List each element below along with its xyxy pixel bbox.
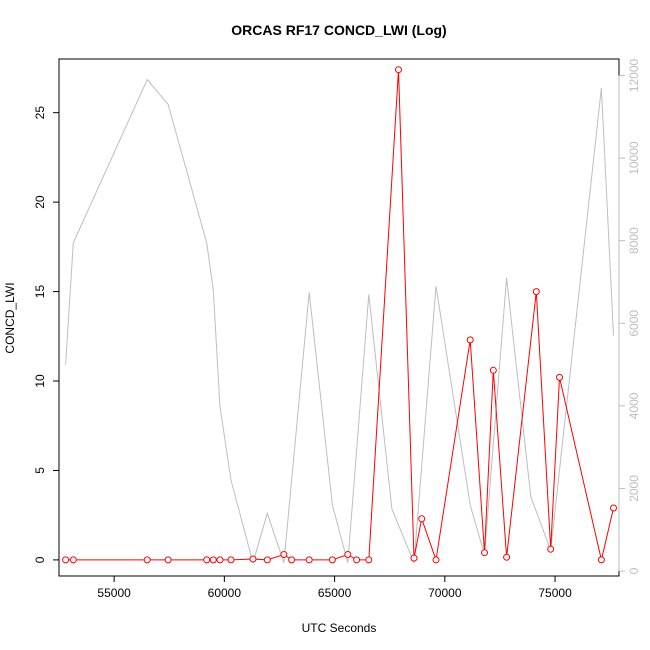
data-point: [280, 551, 288, 558]
y2-tick-label: 8000: [627, 227, 641, 254]
data-point: [610, 504, 617, 512]
data-point: [344, 551, 352, 558]
data-point: [481, 549, 488, 557]
data-point: [227, 556, 235, 564]
x-tick-label: 60000: [208, 586, 242, 600]
data-point: [305, 556, 313, 564]
data-point: [395, 66, 402, 74]
y2-tick-label: 2000: [627, 475, 641, 502]
y-tick-label: 5: [33, 467, 47, 474]
data-point: [597, 556, 605, 564]
data-point: [466, 336, 474, 344]
data-point: [328, 556, 336, 564]
data-point: [62, 556, 70, 564]
data-point: [365, 556, 373, 564]
primary-series: [62, 66, 617, 564]
data-point: [203, 556, 211, 564]
data-point: [353, 556, 361, 564]
data-point: [288, 556, 296, 564]
y-axis-label: CONCD_LWI: [3, 282, 17, 353]
x-axis: 55000 60000 65000 70000 75000: [97, 576, 572, 600]
x-tick-label: 55000: [97, 586, 131, 600]
data-point: [143, 556, 151, 564]
data-point: [432, 556, 440, 564]
x-tick-label: 65000: [318, 586, 352, 600]
y2-tick-label: 0: [627, 567, 641, 574]
data-point: [418, 515, 426, 523]
data-point: [556, 373, 563, 381]
plot-frame: [58, 58, 620, 577]
y-axis-left: 0 5 10 15 20 25: [33, 106, 59, 563]
data-point: [503, 553, 511, 561]
data-point: [164, 556, 172, 564]
data-point: [410, 554, 418, 562]
chart-title: ORCAS RF17 CONCD_LWI (Log): [231, 22, 446, 38]
y-tick-label: 20: [33, 195, 47, 209]
data-point: [216, 556, 224, 564]
y-tick-label: 0: [33, 556, 47, 563]
data-point: [263, 556, 271, 564]
data-point: [69, 556, 77, 564]
data-point: [532, 288, 540, 296]
y2-tick-label: 12000: [627, 59, 641, 93]
x-tick-label: 70000: [428, 586, 462, 600]
x-tick-label: 75000: [538, 586, 572, 600]
primary-series-line: [65, 69, 614, 561]
secondary-series-line: [65, 78, 614, 565]
x-axis-label: UTC Seconds: [302, 621, 377, 635]
y2-tick-label: 10000: [627, 141, 641, 175]
data-point: [249, 555, 257, 563]
y2-tick-label: 6000: [627, 310, 641, 337]
y-tick-label: 10: [33, 374, 47, 388]
data-point: [489, 366, 497, 374]
data-point: [547, 545, 555, 553]
y-tick-label: 15: [33, 285, 47, 299]
secondary-series: [65, 78, 614, 565]
data-point: [209, 556, 217, 564]
y-axis-right: 0 2000 4000 6000 8000 10000 12000: [618, 59, 641, 574]
y2-tick-label: 4000: [627, 392, 641, 419]
y-tick-label: 25: [33, 106, 47, 120]
